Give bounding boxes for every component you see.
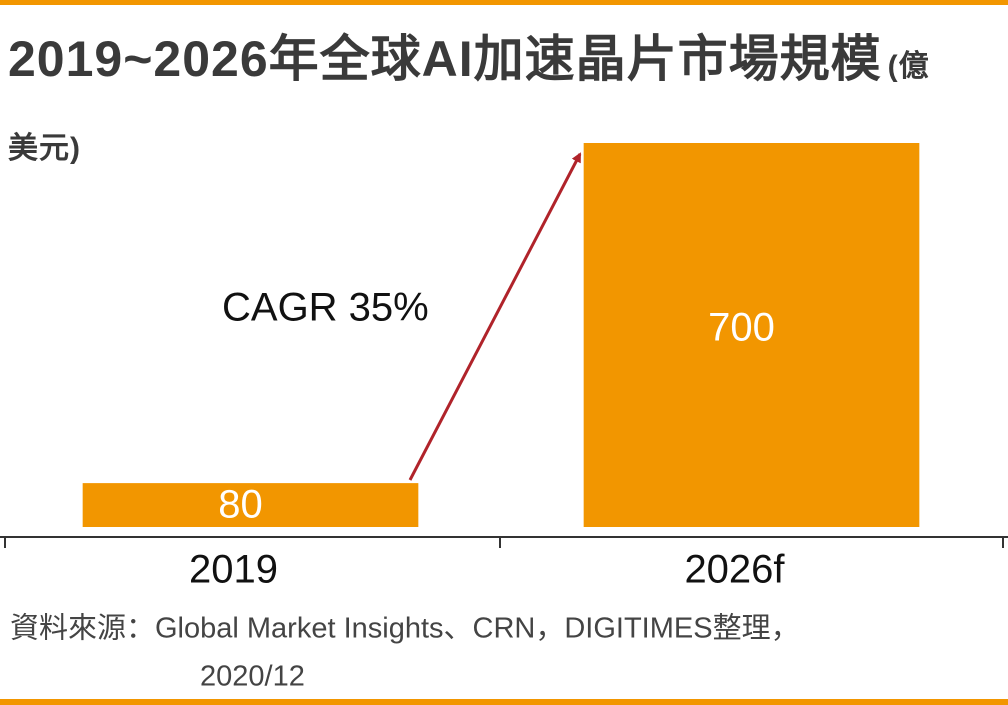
data-label: 700 xyxy=(708,306,775,350)
bar xyxy=(583,143,920,527)
source-note: 資料來源：Global Market Insights、CRN，DIGITIME… xyxy=(10,612,800,645)
x-tick-label: 2026f xyxy=(684,548,785,592)
bottom-border xyxy=(0,699,1008,705)
data-label: 80 xyxy=(218,483,263,527)
title-block: 2019~2026年全球AI加速晶片市場規模 (億美元) xyxy=(8,22,958,186)
x-tick-label: 2019 xyxy=(189,548,278,592)
unit-label: (億美元) xyxy=(8,50,930,165)
annotation: CAGR 35% xyxy=(222,286,429,330)
top-border xyxy=(0,0,1008,5)
source-note: 2020/12 xyxy=(200,661,305,693)
bar xyxy=(82,483,419,527)
growth-arrow xyxy=(408,152,582,481)
chart-title: 2019~2026年全球AI加速晶片市場規模 xyxy=(8,31,882,87)
